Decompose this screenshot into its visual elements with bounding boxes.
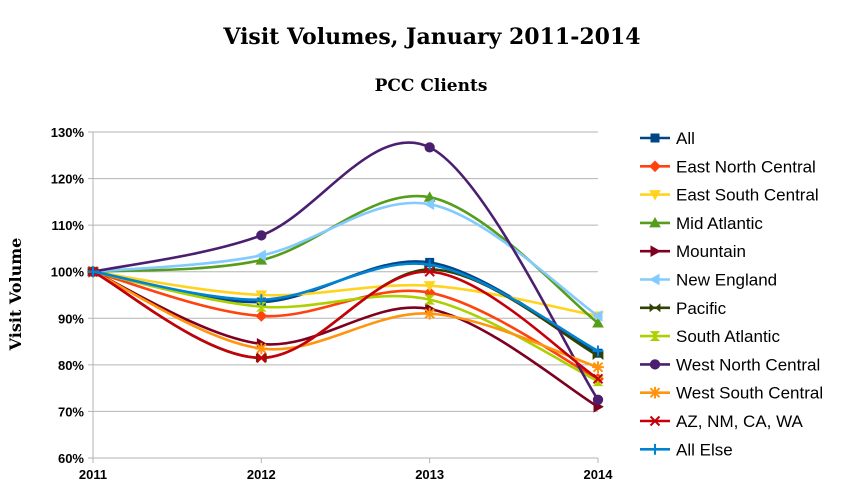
data-point (423, 281, 436, 292)
data-point (87, 266, 99, 278)
data-point (592, 376, 604, 387)
data-point (255, 342, 268, 355)
series-line (92, 270, 599, 318)
legend-marker (649, 443, 661, 455)
series-line (92, 270, 599, 369)
data-point (424, 294, 436, 305)
axes: 60% 70% 80% 90% 100% 110% 120% 130% 2011 2012 2013… (51, 125, 613, 482)
legend-entry: Pacific (640, 299, 727, 318)
series-line (92, 270, 599, 408)
series-line (92, 262, 599, 353)
chart-subtitle: PCC Clients (375, 76, 488, 96)
data-point (592, 361, 604, 374)
y-tick-label: 70% (58, 404, 84, 419)
series-8 (87, 141, 604, 405)
legend-marker (649, 386, 661, 399)
data-point (592, 317, 604, 328)
data-point (423, 286, 436, 299)
legend-marker (649, 303, 661, 313)
chart-title: Visit Volumes, January 2011-2014 (222, 24, 640, 50)
data-point (424, 142, 435, 153)
legend-marker (650, 133, 660, 143)
legend-entry: Mountain (640, 242, 746, 261)
legend-entry: New England (640, 271, 777, 290)
legend-label: Mountain (676, 242, 746, 261)
legend-entry: West North Central (640, 355, 820, 374)
legend-label: AZ, NM, CA, WA (676, 412, 804, 431)
legend-entry: All Else (640, 440, 733, 459)
series-11 (87, 259, 604, 357)
data-point (423, 191, 436, 202)
y-tick-label: 130% (51, 125, 85, 140)
y-tick-label: 110% (51, 218, 84, 233)
y-tick-label: 60% (58, 451, 84, 466)
plot-series (87, 141, 604, 413)
y-tick-label: 120% (51, 172, 85, 187)
legend-marker (649, 359, 661, 370)
legend-marker (649, 331, 661, 342)
x-tick-label: 2012 (247, 467, 276, 482)
legend-entry: All (640, 129, 695, 148)
x-tick-label: 2013 (415, 467, 444, 482)
legend-marker (649, 160, 661, 173)
legend-entry: Mid Atlantic (640, 214, 763, 233)
data-point (256, 230, 267, 241)
y-tick-label: 100% (51, 265, 85, 280)
y-tick-label: 90% (58, 311, 84, 326)
legend-entry: East South Central (640, 186, 819, 205)
data-point (592, 345, 604, 357)
legend-label: Pacific (676, 299, 727, 318)
series-line (92, 270, 599, 383)
data-point (592, 373, 604, 385)
data-point (255, 254, 268, 265)
series-line (92, 270, 599, 380)
legend-label: All (676, 129, 695, 148)
y-axis-label: Visit Volume (6, 238, 25, 352)
series-7 (87, 266, 604, 387)
legend-marker (649, 273, 660, 286)
legend-label: West South Central (676, 384, 823, 403)
legend-marker (650, 245, 661, 258)
legend-label: East South Central (676, 186, 819, 205)
data-point (592, 394, 604, 405)
y-tick-label: 80% (58, 358, 84, 373)
x-tick-label: 2011 (79, 467, 107, 482)
data-point (255, 294, 267, 306)
series-line (92, 201, 599, 318)
legend-entry: South Atlantic (640, 327, 780, 346)
legend-marker (649, 190, 661, 201)
legend-label: South Atlantic (676, 327, 780, 346)
legend-label: Mid Atlantic (676, 214, 763, 233)
series-line (92, 270, 599, 380)
x-tick-label: 2014 (584, 467, 614, 482)
legend-label: East North Central (676, 157, 816, 176)
series-line (92, 141, 600, 401)
legend-label: New England (676, 271, 777, 290)
data-point (255, 301, 267, 312)
data-point (424, 259, 436, 271)
data-point (256, 352, 267, 364)
data-point (592, 310, 603, 322)
legend-marker (649, 415, 661, 427)
legend-entry: AZ, NM, CA, WA (640, 412, 804, 431)
data-point (423, 198, 435, 211)
legend-label: West North Central (676, 355, 820, 374)
data-point (255, 249, 266, 262)
legend-marker (649, 217, 661, 228)
legend-entry: East North Central (640, 157, 816, 176)
series-10 (87, 266, 604, 385)
legend: All East North Central East South Central M… (640, 129, 823, 459)
data-point (424, 266, 435, 277)
legend-label: All Else (676, 440, 733, 459)
data-point (255, 310, 268, 322)
data-point (423, 307, 436, 320)
legend-entry: West South Central (640, 384, 823, 403)
